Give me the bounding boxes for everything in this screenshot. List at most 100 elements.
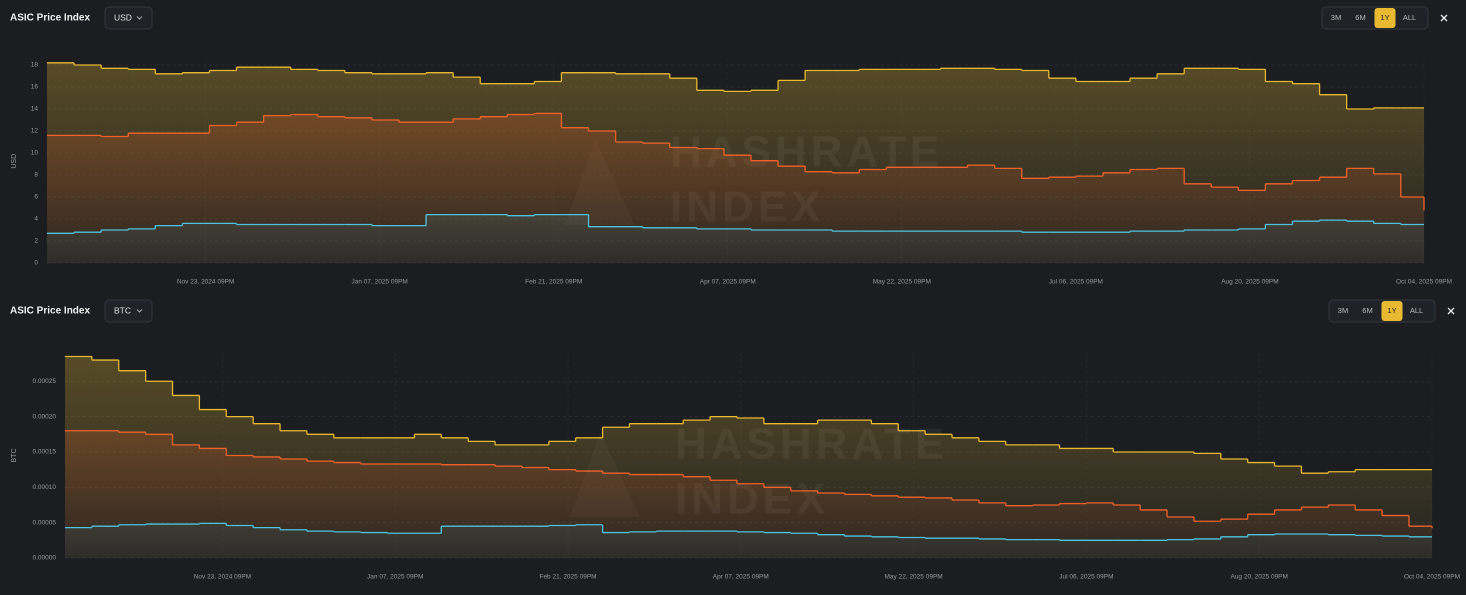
area-step bbox=[1238, 228, 1266, 263]
area-step bbox=[236, 224, 264, 263]
chart-title: ASIC Price Index bbox=[10, 13, 90, 24]
chart-title: ASIC Price Index bbox=[10, 306, 90, 317]
area-step bbox=[629, 531, 657, 558]
area-step bbox=[128, 228, 156, 263]
area-step bbox=[750, 230, 779, 263]
currency-label: USD bbox=[114, 12, 132, 22]
range-button[interactable]: ALL bbox=[1403, 13, 1416, 22]
area-step bbox=[74, 232, 102, 263]
area-step bbox=[1157, 231, 1185, 263]
area-step bbox=[280, 529, 307, 558]
area-step bbox=[1005, 539, 1033, 558]
area-step bbox=[521, 526, 549, 558]
area-step bbox=[101, 230, 129, 263]
x-tick-label: Jul 06, 2025 09PM bbox=[1049, 279, 1103, 286]
range-button[interactable]: 3M bbox=[1338, 306, 1348, 315]
area-step bbox=[306, 531, 334, 558]
area-step bbox=[575, 524, 603, 558]
area-step bbox=[736, 531, 764, 558]
y-tick-label: 0.00010 bbox=[33, 484, 57, 491]
close-button[interactable] bbox=[1447, 307, 1455, 315]
area-step bbox=[344, 224, 372, 263]
currency-dropdown[interactable] bbox=[104, 299, 153, 323]
x-tick-label: Aug 20, 2025 09PM bbox=[1221, 279, 1278, 286]
currency-dropdown[interactable] bbox=[104, 6, 153, 30]
area-step bbox=[91, 526, 119, 558]
area-step bbox=[333, 531, 361, 558]
area-step bbox=[1193, 538, 1221, 558]
y-tick-label: 0.00015 bbox=[33, 449, 57, 456]
area-step bbox=[371, 225, 399, 263]
area-step bbox=[1167, 539, 1194, 558]
area-step bbox=[1301, 533, 1329, 558]
area-step bbox=[1292, 221, 1320, 263]
area-step bbox=[1408, 536, 1432, 558]
area-step bbox=[683, 531, 711, 558]
area-step bbox=[615, 226, 643, 263]
y-tick-label: 6 bbox=[34, 194, 38, 201]
area-step bbox=[1184, 230, 1212, 263]
x-tick-label: Jul 06, 2025 09PM bbox=[1059, 574, 1113, 581]
area-step bbox=[925, 538, 953, 558]
area-step bbox=[172, 524, 200, 558]
area-step bbox=[507, 215, 535, 263]
area-step bbox=[994, 231, 1022, 263]
x-tick-label: May 22, 2025 09PM bbox=[873, 279, 931, 286]
series-group bbox=[65, 522, 1432, 558]
y-tick-label: 4 bbox=[34, 216, 38, 223]
area-step bbox=[642, 227, 670, 263]
area-step bbox=[548, 525, 576, 558]
area-step bbox=[1355, 535, 1383, 558]
close-button[interactable] bbox=[1440, 14, 1448, 22]
y-axis-label: BTC bbox=[11, 449, 18, 463]
area-step bbox=[1382, 536, 1409, 558]
range-button[interactable]: 3M bbox=[1331, 13, 1341, 22]
area-step bbox=[871, 536, 899, 558]
y-tick-label: 0.00025 bbox=[33, 378, 57, 385]
range-button[interactable]: 1Y bbox=[1387, 306, 1396, 315]
area-step bbox=[1328, 534, 1356, 558]
y-tick-label: 16 bbox=[31, 84, 39, 91]
area-step bbox=[710, 531, 737, 558]
area-step bbox=[805, 230, 833, 263]
area-step bbox=[844, 536, 872, 558]
area-step bbox=[656, 531, 684, 558]
area-step bbox=[790, 533, 818, 558]
area-step bbox=[778, 230, 806, 263]
area-step bbox=[453, 214, 481, 263]
area-step bbox=[1247, 534, 1275, 558]
area-step bbox=[1274, 533, 1302, 558]
range-button-active[interactable] bbox=[1374, 8, 1396, 28]
range-button[interactable]: 1Y bbox=[1380, 13, 1389, 22]
area-step bbox=[65, 527, 92, 558]
y-tick-label: 14 bbox=[31, 106, 39, 113]
area-step bbox=[561, 214, 589, 263]
range-button[interactable]: ALL bbox=[1410, 306, 1423, 315]
area-step bbox=[1220, 536, 1248, 558]
x-tick-label: Apr 07, 2025 09PM bbox=[700, 279, 756, 286]
area-step bbox=[1113, 540, 1141, 558]
area-step bbox=[118, 524, 146, 558]
area-step bbox=[226, 525, 254, 558]
area-step bbox=[832, 231, 860, 263]
range-button[interactable]: 6M bbox=[1355, 13, 1365, 22]
area-step bbox=[480, 214, 508, 263]
area-step bbox=[426, 214, 454, 263]
y-tick-label: 2 bbox=[34, 238, 38, 245]
area-step bbox=[1086, 540, 1114, 558]
x-tick-label: Aug 20, 2025 09PM bbox=[1230, 574, 1287, 581]
area-step bbox=[1032, 539, 1060, 558]
range-button-active[interactable] bbox=[1381, 301, 1403, 321]
dropdown-chevron bbox=[136, 16, 143, 20]
x-tick-label: Nov 23, 2024 09PM bbox=[177, 279, 234, 286]
area-step bbox=[859, 231, 887, 263]
area-step bbox=[763, 532, 791, 558]
area-step bbox=[414, 533, 442, 558]
dropdown-chevron bbox=[136, 309, 143, 313]
range-button[interactable]: 6M bbox=[1362, 306, 1372, 315]
x-tick-label: Jan 07, 2025 09PM bbox=[351, 279, 407, 286]
area-step bbox=[1346, 221, 1374, 263]
area-step bbox=[669, 227, 697, 263]
